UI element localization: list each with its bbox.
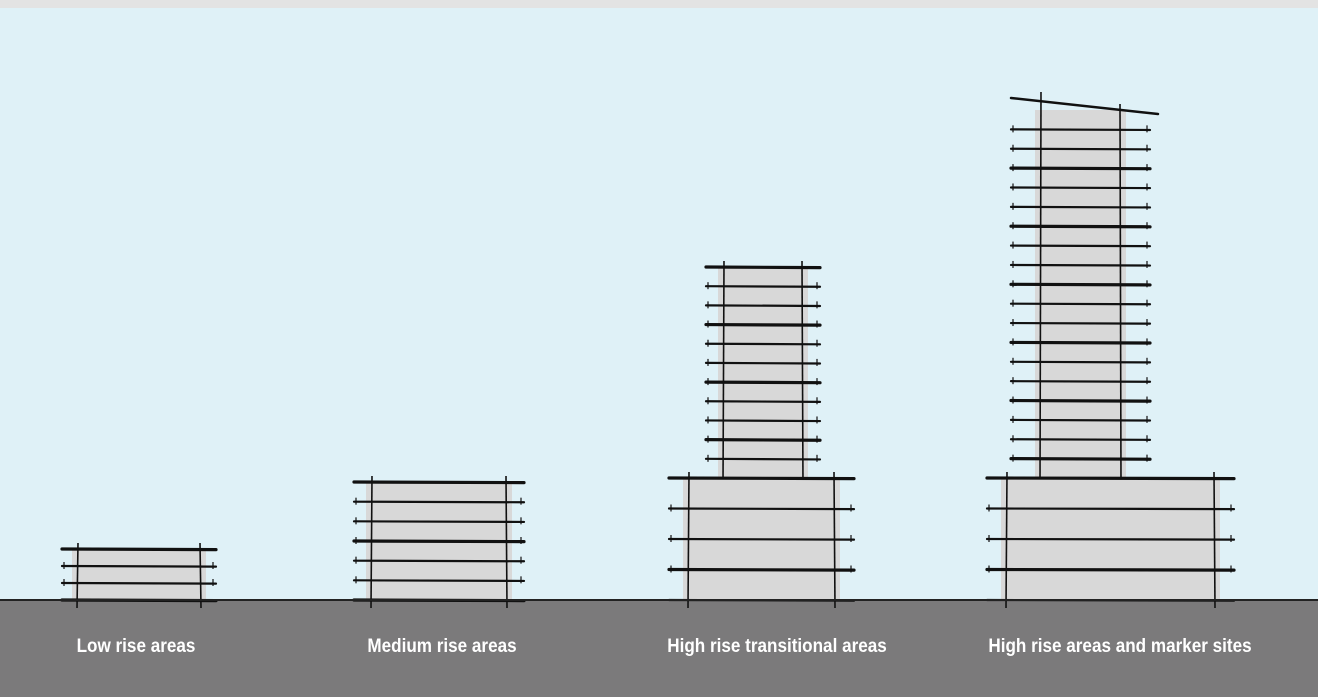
high-tower-floor-slab	[1009, 224, 1152, 229]
transitional-podium-floor-slab	[667, 537, 856, 541]
transitional-podium-column-right	[833, 471, 836, 609]
label-high-rise-marker-sites: High rise areas and marker sites	[988, 636, 1252, 657]
transitional-tower-floor-slab	[704, 285, 822, 288]
high-tower-floor-slab	[1009, 340, 1152, 345]
high-tower-floor-slab	[1009, 263, 1152, 267]
high-tower-floor-slab	[1009, 321, 1152, 325]
high-tower-floor-slab	[1009, 166, 1152, 171]
transitional-tower-floor-slab	[704, 380, 822, 385]
transitional-tower-floor-slab	[704, 265, 822, 270]
high-podium-column-left	[1005, 471, 1008, 609]
transitional-tower-floor-slab	[704, 400, 822, 403]
high-tower-column-right	[1119, 103, 1122, 487]
low-podium-column-left	[76, 542, 79, 609]
low-podium-floor-slab	[60, 581, 218, 585]
high-podium-floor-slab	[985, 476, 1236, 481]
high-podium-floor-slab	[985, 567, 1236, 572]
label-high-rise-transitional: High rise transitional areas	[667, 636, 887, 657]
ground-band	[0, 600, 1318, 697]
transitional-tower-column-right	[801, 260, 804, 487]
building-low	[60, 542, 218, 609]
high-tower-floor-slab	[1009, 360, 1152, 364]
high-tower-floor-slab	[1009, 205, 1152, 209]
high-tower-floor-slab	[1009, 418, 1152, 422]
transitional-podium-floor-slab	[667, 476, 856, 481]
building-medium	[352, 475, 526, 609]
medium-podium-floor-slab	[352, 480, 526, 485]
high-tower-body	[1035, 110, 1126, 478]
medium-podium-floor-slab	[352, 520, 526, 524]
transitional-tower-floor-slab	[704, 361, 822, 365]
transitional-tower-floor-slab	[704, 304, 822, 308]
transitional-tower-floor-slab	[704, 322, 822, 327]
transitional-tower-floor-slab	[704, 457, 822, 461]
transitional-tower-floor-slab	[704, 419, 822, 423]
high-tower-column-left	[1039, 91, 1042, 487]
transitional-tower-column-left	[722, 260, 725, 487]
high-tower-floor-slab	[1009, 147, 1152, 151]
transitional-tower-floor-slab	[704, 342, 822, 346]
label-low-rise: Low rise areas	[76, 636, 196, 657]
high-tower-floor-slab	[1009, 186, 1152, 190]
label-medium-rise: Medium rise areas	[367, 636, 517, 657]
building-high	[985, 91, 1236, 609]
low-podium-floor-slab	[60, 564, 218, 568]
transitional-podium-column-left	[687, 471, 690, 609]
top-strip	[0, 0, 1318, 8]
high-tower-floor-slab	[1009, 128, 1152, 132]
transitional-podium-floor-slab	[667, 507, 856, 511]
high-podium-column-right	[1213, 471, 1216, 609]
low-podium-column-right	[199, 542, 202, 609]
transitional-tower-body	[718, 267, 808, 478]
transitional-tower-floor-slab	[704, 438, 822, 442]
transitional-podium-floor-slab	[667, 567, 856, 572]
high-tower-floor-slab	[1009, 438, 1152, 441]
high-tower-floor-slab	[1009, 282, 1152, 287]
medium-podium-column-left	[370, 475, 373, 609]
high-tower-floor-slab	[1009, 380, 1152, 383]
high-tower-floor-slab	[1009, 244, 1152, 248]
medium-podium-column-right	[505, 475, 508, 609]
high-tower-floor-slab	[1009, 302, 1152, 306]
medium-podium-floor-slab	[352, 500, 526, 504]
medium-podium-floor-slab	[352, 559, 526, 563]
medium-podium-floor-slab	[352, 539, 526, 544]
building-transitional	[667, 260, 856, 609]
high-tower-floor-slab	[1009, 398, 1152, 403]
high-tower-floor-slab	[1009, 457, 1152, 461]
high-podium-floor-slab	[985, 537, 1236, 541]
medium-podium-floor-slab	[352, 579, 526, 583]
low-podium-body	[72, 549, 206, 600]
high-podium-floor-slab	[985, 507, 1236, 511]
high-tower-roof	[1009, 96, 1160, 116]
low-podium-floor-slab	[60, 547, 218, 552]
